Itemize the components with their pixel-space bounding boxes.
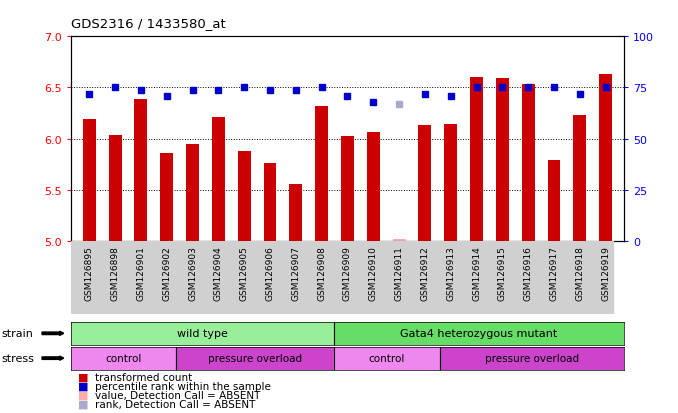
Text: GSM126919: GSM126919 xyxy=(601,245,610,300)
Text: GSM126911: GSM126911 xyxy=(395,245,403,300)
Text: GSM126908: GSM126908 xyxy=(317,245,326,300)
Bar xyxy=(160,154,173,242)
Text: pressure overload: pressure overload xyxy=(485,353,579,363)
Text: wild type: wild type xyxy=(178,328,228,339)
Text: GSM126917: GSM126917 xyxy=(550,245,559,300)
Text: GSM126909: GSM126909 xyxy=(343,245,352,300)
Text: Gata4 heterozygous mutant: Gata4 heterozygous mutant xyxy=(401,328,558,339)
Bar xyxy=(315,107,328,242)
Text: ■: ■ xyxy=(78,399,88,409)
Text: pressure overload: pressure overload xyxy=(208,353,302,363)
Bar xyxy=(71,347,176,370)
Bar xyxy=(186,145,199,242)
Bar xyxy=(212,118,225,242)
Bar xyxy=(83,120,96,242)
Bar xyxy=(334,322,624,345)
Text: GDS2316 / 1433580_at: GDS2316 / 1433580_at xyxy=(71,17,226,29)
Bar xyxy=(108,135,121,242)
Bar xyxy=(393,240,405,242)
Bar xyxy=(176,347,334,370)
Bar xyxy=(522,85,535,242)
Bar xyxy=(418,126,431,242)
Bar xyxy=(334,347,439,370)
Text: GSM126918: GSM126918 xyxy=(576,245,584,300)
Bar xyxy=(238,152,251,242)
Text: control: control xyxy=(369,353,405,363)
Text: GSM126902: GSM126902 xyxy=(162,245,172,300)
Text: stress: stress xyxy=(1,353,34,363)
Bar xyxy=(341,136,354,242)
Text: GSM126903: GSM126903 xyxy=(188,245,197,300)
Text: GSM126905: GSM126905 xyxy=(240,245,249,300)
Bar xyxy=(470,78,483,242)
Text: GSM126912: GSM126912 xyxy=(420,245,429,300)
Bar xyxy=(496,79,509,242)
Bar xyxy=(134,100,147,242)
Bar xyxy=(599,75,612,242)
Text: GSM126904: GSM126904 xyxy=(214,245,223,300)
Text: GSM126895: GSM126895 xyxy=(85,245,94,300)
Text: rank, Detection Call = ABSENT: rank, Detection Call = ABSENT xyxy=(95,399,256,409)
Bar xyxy=(574,116,586,242)
Text: control: control xyxy=(106,353,142,363)
Bar xyxy=(367,132,380,242)
Text: GSM126906: GSM126906 xyxy=(266,245,275,300)
Text: ■: ■ xyxy=(78,372,88,382)
Bar xyxy=(290,184,302,242)
Text: GSM126914: GSM126914 xyxy=(472,245,481,300)
Text: GSM126915: GSM126915 xyxy=(498,245,507,300)
Text: percentile rank within the sample: percentile rank within the sample xyxy=(95,381,271,391)
Text: strain: strain xyxy=(1,328,33,339)
Bar xyxy=(264,164,277,242)
Bar xyxy=(71,322,334,345)
Text: GSM126913: GSM126913 xyxy=(446,245,455,300)
Text: GSM126898: GSM126898 xyxy=(111,245,119,300)
Text: GSM126916: GSM126916 xyxy=(523,245,533,300)
Text: value, Detection Call = ABSENT: value, Detection Call = ABSENT xyxy=(95,390,260,400)
Text: ■: ■ xyxy=(78,390,88,400)
Bar xyxy=(548,161,561,242)
Text: GSM126901: GSM126901 xyxy=(136,245,145,300)
Text: GSM126907: GSM126907 xyxy=(292,245,300,300)
Text: GSM126910: GSM126910 xyxy=(369,245,378,300)
Text: transformed count: transformed count xyxy=(95,372,192,382)
Bar xyxy=(444,125,457,242)
Bar xyxy=(439,347,624,370)
Text: ■: ■ xyxy=(78,381,88,391)
